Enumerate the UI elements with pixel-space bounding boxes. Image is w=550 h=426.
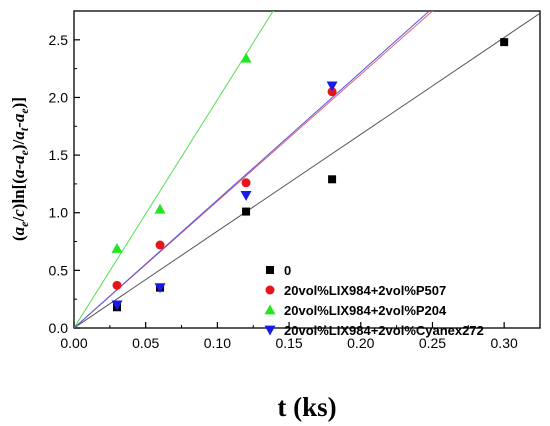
data-markers [111, 38, 509, 312]
data-point-s2 [111, 242, 123, 253]
y-tick-label: 0.5 [49, 262, 69, 278]
y-axis-title-part: e [17, 149, 31, 155]
legend-marker-1 [265, 285, 275, 295]
legend-marker-2 [264, 304, 276, 315]
fit-line-2 [74, 11, 274, 328]
data-point-s1 [241, 178, 251, 188]
legend-marker-0 [266, 266, 274, 274]
data-point-s1 [327, 87, 337, 97]
y-axis-title-part: )/ [9, 139, 28, 150]
data-point-s3 [240, 191, 252, 201]
x-axis-title: t (ks) [277, 392, 336, 422]
y-axis-title-part: )] [9, 97, 28, 108]
x-tick-label: 0.30 [491, 335, 518, 351]
plot-border [73, 10, 541, 329]
y-axis-title-part: / [9, 217, 28, 223]
data-point-s1 [155, 240, 165, 250]
y-axis-title: (ae/c)ln[(a-ae)/at-ae)] [9, 97, 31, 241]
data-point-s3 [326, 81, 338, 92]
y-axis-title-part: )ln[( [9, 178, 28, 210]
y-tick-label: 2.5 [49, 32, 69, 48]
x-tick-label: 0.25 [419, 335, 446, 351]
data-point-s3 [154, 283, 166, 294]
x-tick-label: 0.10 [204, 335, 231, 351]
legend: 0 20vol%LIX984+2vol%P507 20vol%LIX984+2vol… [264, 263, 484, 338]
x-tick-labels: 0.00 0.05 0.10 0.15 0.20 0.25 0.30 [60, 335, 518, 351]
data-point-s0 [328, 175, 337, 184]
y-axis-title-part: a [9, 131, 28, 140]
y-axis-title-part: a [9, 113, 28, 122]
legend-label-0: 0 [284, 263, 291, 278]
x-tick-label: 0.00 [60, 335, 87, 351]
y-axis-title-part: a [9, 155, 28, 164]
fit-line-0 [74, 12, 540, 328]
y-axis-title-part: c [9, 209, 28, 217]
data-point-s2 [240, 52, 252, 63]
y-axis-title-part: a [9, 226, 28, 235]
data-point-s2 [154, 203, 166, 214]
fit-lines [74, 11, 540, 328]
y-axis-title-part: e [17, 108, 31, 114]
plot-frame [73, 10, 541, 329]
y-tick-label: 1.0 [49, 205, 69, 221]
y-axis-title-part: ( [9, 235, 28, 241]
data-point-s1 [112, 280, 122, 290]
y-tick-label: 2.0 [49, 89, 69, 105]
x-tick-label: 0.20 [347, 335, 374, 351]
legend-label-3: 20vol%LIX984+2vol%Cyanex272 [284, 323, 484, 338]
y-axis-title-part: t [17, 127, 31, 131]
y-tick-label: 0.0 [49, 320, 69, 336]
y-axis-title-part: - [9, 122, 28, 128]
axis-ticks [73, 39, 505, 329]
y-tick-label: 1.5 [49, 147, 69, 163]
y-axis-title-part: a [9, 169, 28, 178]
data-point-s3 [111, 300, 123, 311]
legend-label-1: 20vol%LIX984+2vol%P507 [284, 283, 446, 298]
fit-line-3 [74, 11, 430, 328]
y-axis-title-part: - [9, 164, 28, 170]
x-tick-label: 0.05 [132, 335, 159, 351]
y-axis-title-part: e [17, 221, 31, 227]
fit-line-1 [74, 11, 434, 328]
data-point-s0 [242, 207, 251, 216]
y-tick-labels: 0.0 0.5 1.0 1.5 2.0 2.5 [49, 32, 69, 336]
legend-label-2: 20vol%LIX984+2vol%P204 [284, 303, 447, 318]
legend-marker-3 [264, 325, 276, 336]
data-point-s0 [500, 38, 509, 47]
x-tick-label: 0.15 [275, 335, 302, 351]
